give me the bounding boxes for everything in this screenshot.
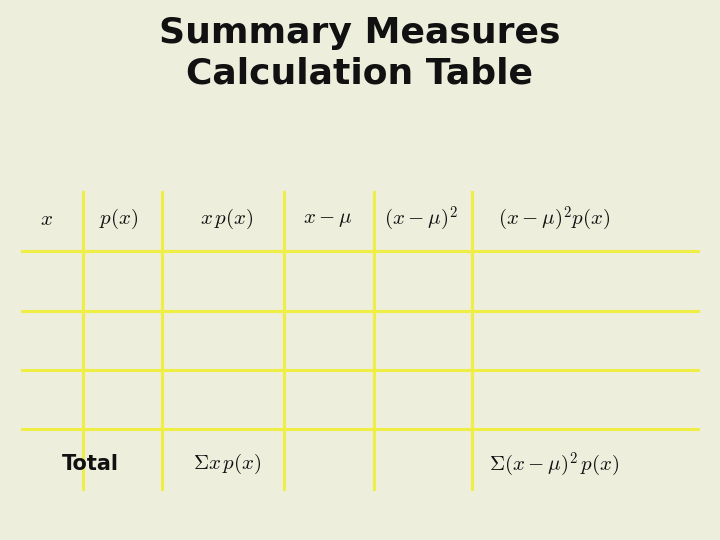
Text: $(x-\mu)^2$: $(x-\mu)^2$ <box>384 205 458 233</box>
Text: Summary Measures
Calculation Table: Summary Measures Calculation Table <box>159 16 561 91</box>
Text: $x-\mu$: $x-\mu$ <box>303 208 352 229</box>
Text: $\Sigma x\,p(x)$: $\Sigma x\,p(x)$ <box>192 453 261 476</box>
Text: Total: Total <box>61 454 119 475</box>
Text: $x\,p(x)$: $x\,p(x)$ <box>200 207 253 231</box>
Text: $(x-\mu)^2p(x)$: $(x-\mu)^2p(x)$ <box>498 205 611 233</box>
Text: $x$: $x$ <box>40 208 53 229</box>
Text: $p(x)$: $p(x)$ <box>99 207 138 231</box>
Text: $\Sigma(x-\mu)^2\,p(x)$: $\Sigma(x-\mu)^2\,p(x)$ <box>490 450 619 478</box>
